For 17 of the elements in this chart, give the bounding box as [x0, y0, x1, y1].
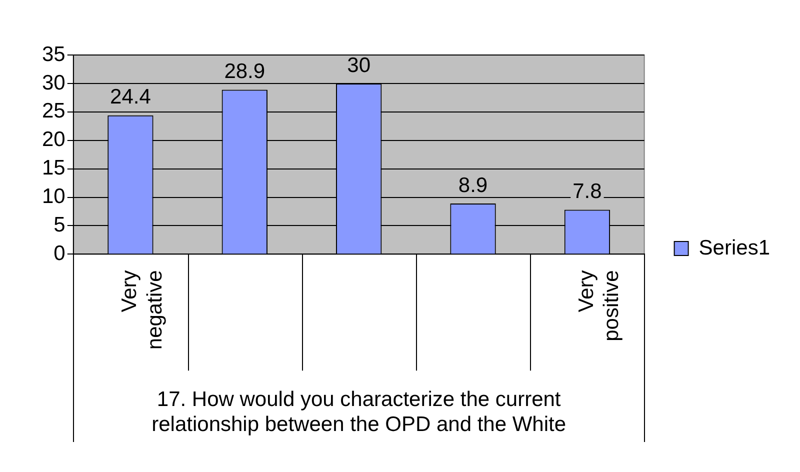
- data-label: 8.9: [458, 174, 488, 197]
- data-label: 7.8: [572, 180, 602, 204]
- y-tick-label: 10: [42, 185, 66, 208]
- x-axis-title: 17. How would you characterize the current relationship between the OPD and the White: [152, 388, 566, 436]
- y-tick-label: 15: [42, 156, 66, 180]
- y-tick-label: 20: [42, 128, 66, 152]
- y-tick-label: 30: [42, 71, 66, 94]
- x-tick-label: Very positive: [575, 270, 624, 342]
- legend-label: Series1: [698, 236, 770, 260]
- y-tick-label: 35: [42, 42, 66, 66]
- y-tick-label: 25: [42, 100, 66, 123]
- y-tick-label: 0: [54, 242, 66, 265]
- y-tick-label: 5: [54, 214, 66, 237]
- x-tick-label: Very negative: [118, 270, 166, 350]
- data-label: 30: [347, 54, 371, 77]
- data-label: 28.9: [224, 60, 266, 84]
- data-label: 24.4: [110, 86, 152, 109]
